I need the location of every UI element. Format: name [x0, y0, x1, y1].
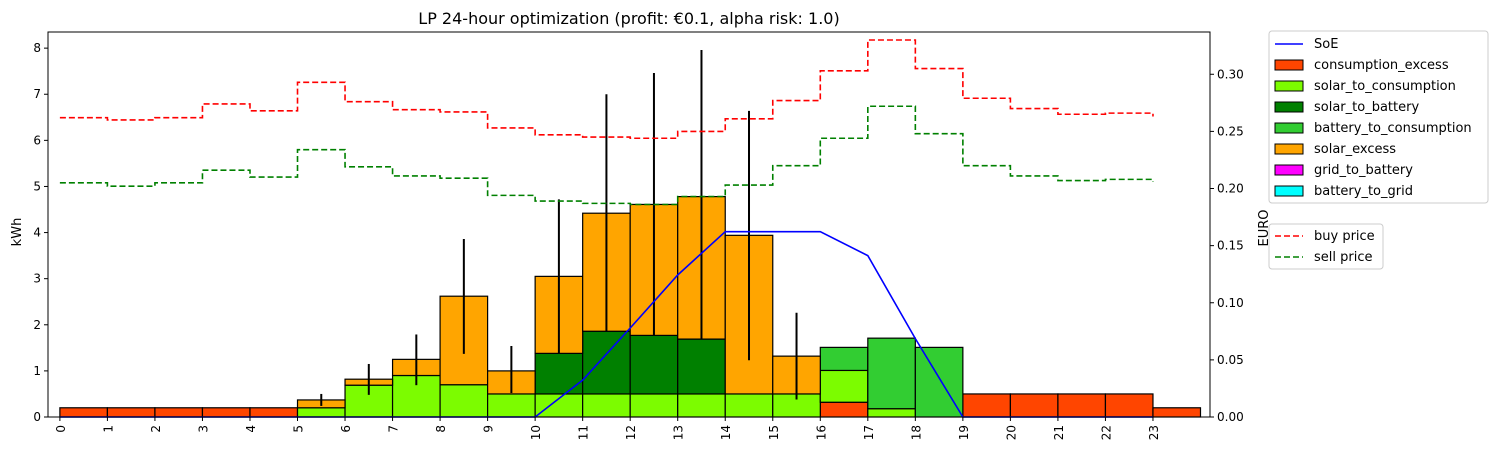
x-tick-label: 4 [244, 425, 258, 433]
y-tick-label: 4 [33, 226, 41, 240]
x-tick-label: 7 [387, 425, 401, 433]
y-tick-label: 0 [33, 410, 41, 424]
bar-battery_to_consumption [819, 346, 869, 372]
bar-consumption_excess [1057, 393, 1107, 418]
x-tick-label: 3 [196, 425, 210, 433]
legend-label-grid_to_battery: grid_to_battery [1314, 163, 1413, 178]
bar-solar_to_battery [534, 352, 584, 395]
x-tick-label: 17 [862, 425, 876, 440]
bar-solar_to_consumption [487, 393, 536, 418]
x-tick-label: 12 [624, 425, 638, 440]
x-tick-label: 16 [814, 425, 828, 440]
legend-label-solar_to_battery: solar_to_battery [1314, 100, 1419, 115]
line-buy-price [59, 39, 1154, 140]
plot-frame [47, 31, 1211, 418]
legend-swatch-solar_to_consumption [1274, 80, 1304, 92]
y2-tick-label: 0.05 [1217, 353, 1244, 367]
bar-solar_to_consumption [724, 393, 774, 418]
legend-swatch-consumption_excess [1274, 59, 1304, 71]
bar-solar_to_consumption [867, 408, 916, 418]
bar-consumption_excess [1009, 393, 1059, 418]
x-tick-label: 6 [339, 425, 353, 433]
bar-consumption_excess [154, 407, 204, 418]
x-tick-label: 21 [1052, 425, 1066, 440]
bar-solar_to_battery [582, 330, 631, 395]
bar-consumption_excess [59, 407, 109, 418]
bar-solar_to_battery [677, 338, 726, 395]
chart-title: LP 24-hour optimization (profit: €0.1, a… [418, 9, 839, 28]
legend-label-battery_to_grid: battery_to_grid [1314, 184, 1413, 199]
bar-solar_to_consumption [677, 393, 726, 418]
x-tick-label: 19 [957, 425, 971, 440]
y-tick-label: 3 [33, 272, 41, 286]
y-tick-label: 7 [33, 87, 41, 101]
bar-battery_to_consumption [867, 337, 916, 410]
legend-label-sell-price: sell price [1314, 250, 1372, 265]
x-tick-label: 20 [1004, 425, 1018, 440]
bar-consumption_excess [962, 393, 1011, 418]
x-tick-label: 5 [292, 425, 306, 433]
y2-tick-label: 0.10 [1217, 296, 1244, 310]
x-tick-label: 15 [767, 425, 781, 440]
x-tick-label: 23 [1147, 425, 1161, 440]
x-tick-label: 0 [54, 425, 68, 433]
bar-solar_to_consumption [439, 384, 489, 418]
y-tick-label: 1 [33, 364, 41, 378]
legend-label-consumption_excess: consumption_excess [1314, 58, 1449, 73]
legend-box [1268, 30, 1489, 204]
x-tick-label: 10 [529, 425, 543, 440]
x-tick-label: 1 [101, 425, 115, 433]
bar-consumption_excess [201, 407, 251, 418]
bar-consumption_excess [106, 407, 156, 418]
y2-axis-label: EURO [1257, 210, 1272, 247]
legend-swatch-battery_to_consumption [1274, 122, 1304, 134]
legend-swatch-solar_excess [1274, 143, 1304, 155]
x-tick-label: 22 [1099, 425, 1113, 440]
x-tick-label: 13 [672, 425, 686, 440]
bar-consumption_excess [1104, 393, 1154, 418]
legend-label-solar_to_consumption: solar_to_consumption [1314, 79, 1456, 94]
legend-label-battery_to_consumption: battery_to_consumption [1314, 121, 1472, 136]
x-tick-label: 14 [719, 425, 733, 440]
x-tick-label: 18 [909, 425, 923, 440]
y2-tick-label: 0.00 [1217, 410, 1244, 424]
y-axis-label: kWh [10, 218, 25, 247]
x-tick-label: 9 [482, 425, 496, 433]
legend-label-buy-price: buy price [1314, 229, 1375, 244]
y-tick-label: 6 [33, 133, 41, 147]
y-tick-label: 5 [33, 179, 41, 193]
y2-tick-label: 0.20 [1217, 182, 1244, 196]
y-tick-label: 8 [33, 41, 41, 55]
bar-consumption_excess [819, 401, 869, 418]
y2-tick-label: 0.25 [1217, 124, 1244, 138]
x-tick-label: 11 [577, 425, 591, 440]
bar-solar_to_consumption [534, 393, 584, 418]
bar-solar_to_consumption [629, 393, 679, 418]
y2-tick-label: 0.30 [1217, 67, 1244, 81]
bar-consumption_excess [1152, 407, 1202, 418]
bar-solar_to_battery [629, 334, 679, 395]
legend-swatch-solar_to_battery [1274, 101, 1304, 113]
y-tick-label: 2 [33, 318, 41, 332]
y2-tick-label: 0.15 [1217, 239, 1244, 253]
x-tick-label: 8 [434, 425, 448, 433]
legend-soe-label: SoE [1314, 37, 1338, 52]
bar-solar_to_consumption [819, 369, 869, 403]
bar-solar_to_consumption [582, 393, 631, 418]
legend-swatch-battery_to_grid [1274, 185, 1304, 197]
bar-consumption_excess [249, 407, 299, 418]
legend-label-solar_excess: solar_excess [1314, 142, 1396, 157]
legend-swatch-grid_to_battery [1274, 164, 1304, 176]
bar-solar_to_consumption [296, 407, 346, 418]
x-tick-label: 2 [149, 425, 163, 433]
line-sell-price [59, 105, 1154, 206]
